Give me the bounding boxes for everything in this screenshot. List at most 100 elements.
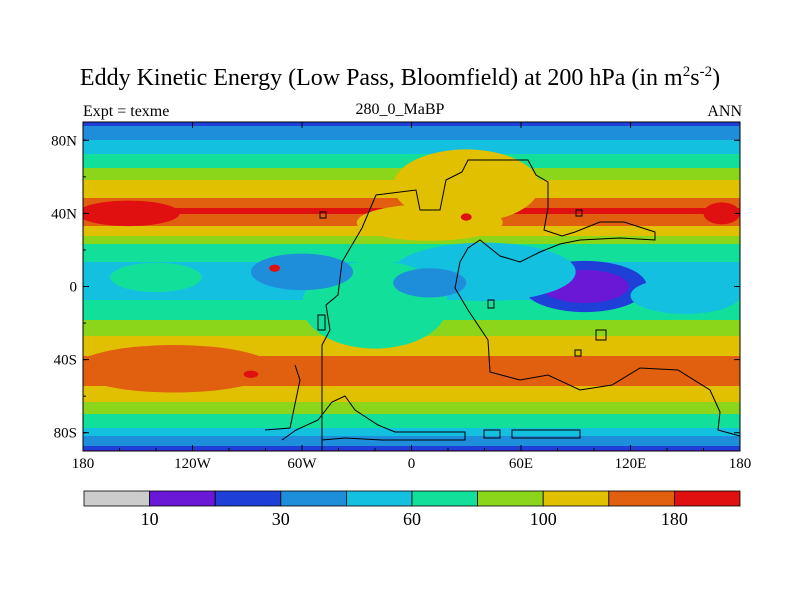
contour-band bbox=[83, 420, 740, 423]
contour-band bbox=[83, 376, 740, 379]
contour-band bbox=[83, 146, 740, 149]
contour-band bbox=[83, 150, 740, 153]
y-tick-label: 0 bbox=[70, 280, 78, 296]
contour-band bbox=[83, 128, 740, 131]
contour-band bbox=[83, 244, 740, 247]
contour-band bbox=[83, 346, 740, 349]
colorbar-swatch bbox=[345, 490, 413, 507]
contour-band bbox=[83, 252, 740, 255]
island-f bbox=[483, 429, 501, 439]
contour-band bbox=[83, 136, 740, 139]
x-tick-label: 60E bbox=[509, 456, 533, 472]
contour-band bbox=[83, 374, 740, 377]
contour-band bbox=[83, 396, 740, 399]
contour-band bbox=[83, 368, 740, 371]
y-tick-label: 80N bbox=[51, 133, 77, 149]
contour-band bbox=[83, 248, 740, 251]
contour-band bbox=[83, 242, 740, 245]
contour-band bbox=[83, 142, 740, 145]
contour-band bbox=[83, 358, 740, 361]
colorbar-swatch bbox=[674, 490, 741, 507]
contour-band bbox=[83, 370, 740, 373]
contour-band bbox=[83, 372, 740, 375]
contour-band bbox=[83, 386, 740, 389]
colorbar-label: 180 bbox=[661, 509, 688, 529]
contour-band bbox=[83, 362, 740, 365]
contour-band bbox=[83, 406, 740, 409]
y-tick-label: 40S bbox=[54, 353, 77, 369]
contour-feature bbox=[83, 344, 275, 393]
colorbar-label: 30 bbox=[272, 509, 290, 529]
island-b bbox=[317, 314, 326, 331]
contour-band bbox=[83, 348, 740, 351]
contour-band bbox=[83, 360, 740, 363]
x-tick-label: 0 bbox=[408, 456, 416, 472]
colorbar: 10 30 60 100 180 bbox=[83, 490, 741, 529]
contour-band bbox=[83, 130, 740, 133]
contour-band bbox=[83, 380, 740, 383]
contour-band bbox=[83, 432, 740, 435]
contour-band bbox=[83, 350, 740, 353]
season-label: ANN bbox=[707, 103, 742, 120]
contour-feature bbox=[460, 213, 472, 221]
contour-band bbox=[83, 416, 740, 419]
contour-band bbox=[83, 246, 740, 249]
continent-outline-b bbox=[281, 395, 466, 441]
contour-band bbox=[83, 160, 740, 163]
colorbar-swatch bbox=[149, 490, 216, 507]
figure-title: Eddy Kinetic Energy (Low Pass, Bloomfiel… bbox=[79, 64, 721, 91]
island-c bbox=[487, 299, 495, 309]
contour-band bbox=[83, 342, 740, 345]
contour-band bbox=[83, 426, 740, 429]
contour-feature bbox=[110, 262, 202, 292]
contour-band bbox=[83, 156, 740, 159]
colorbar-swatch bbox=[542, 490, 610, 507]
island-d bbox=[574, 349, 582, 357]
contour-band bbox=[83, 390, 740, 393]
contour-band bbox=[83, 382, 740, 385]
colorbar-swatch bbox=[411, 490, 478, 507]
island-e bbox=[575, 209, 583, 217]
contour-band bbox=[83, 344, 740, 347]
contour-band bbox=[83, 442, 740, 445]
contour-band bbox=[83, 410, 740, 413]
contour-band bbox=[83, 434, 740, 437]
contour-band bbox=[83, 404, 740, 407]
contour-band bbox=[83, 354, 740, 357]
contour-band bbox=[83, 148, 740, 151]
contour-band bbox=[83, 250, 740, 253]
x-tick-label: 60W bbox=[287, 456, 317, 472]
contour-feature bbox=[269, 264, 281, 272]
colorbar-swatch bbox=[280, 490, 347, 507]
contour-field bbox=[83, 122, 740, 451]
contour-band bbox=[83, 400, 740, 403]
contour-feature bbox=[243, 370, 259, 378]
colorbar-label: 10 bbox=[141, 509, 159, 529]
contour-feature bbox=[703, 202, 740, 225]
contour-band bbox=[83, 366, 740, 369]
contour-band bbox=[83, 240, 740, 243]
island-g bbox=[511, 429, 581, 439]
continent-outline-a bbox=[321, 159, 740, 451]
contour-band bbox=[83, 378, 740, 381]
contour-band bbox=[83, 364, 740, 367]
colorbar-swatch bbox=[477, 490, 544, 507]
x-tick-label: 180 bbox=[729, 456, 752, 472]
x-tick-label: 120W bbox=[174, 456, 212, 472]
contour-feature bbox=[356, 204, 503, 241]
x-tick-label: 120E bbox=[615, 456, 647, 472]
coastlines bbox=[264, 159, 740, 451]
contour-band bbox=[83, 438, 740, 441]
x-tick-label: 180 bbox=[72, 456, 95, 472]
contour-band bbox=[83, 152, 740, 155]
contour-band bbox=[83, 144, 740, 147]
contour-band bbox=[83, 424, 740, 427]
colorbar-swatch bbox=[608, 490, 675, 507]
colorbar-swatch bbox=[214, 490, 282, 507]
contour-band bbox=[83, 352, 740, 355]
contour-band bbox=[83, 430, 740, 433]
continent-outline-c bbox=[264, 364, 301, 431]
contour-feature bbox=[83, 200, 180, 227]
contour-band bbox=[83, 398, 740, 401]
